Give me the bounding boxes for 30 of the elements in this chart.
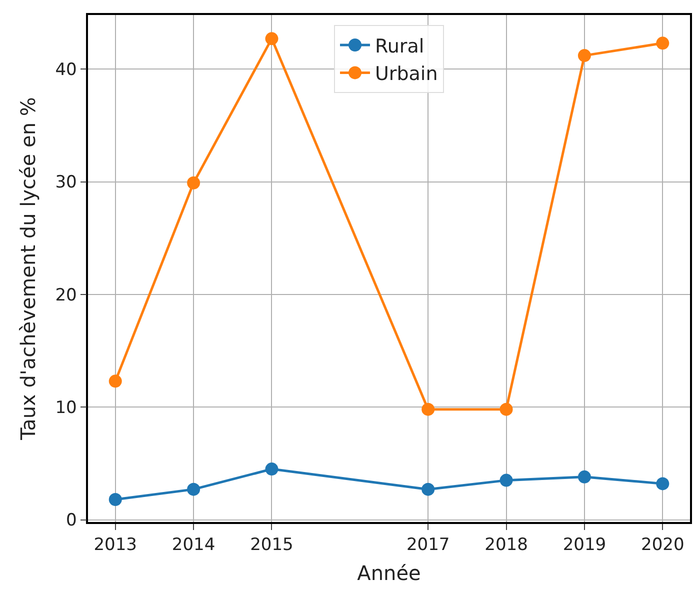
y-tick-label: 0 (66, 510, 77, 531)
x-tick-label: 2017 (406, 535, 450, 556)
point (656, 36, 670, 50)
point (578, 470, 591, 484)
x-tick-label: 2020 (641, 535, 684, 556)
point (422, 482, 435, 496)
point (187, 482, 200, 496)
y-tick-label: 20 (55, 285, 77, 306)
point (422, 402, 435, 416)
point (187, 176, 200, 190)
point (108, 492, 122, 506)
point (578, 49, 591, 62)
y-tick-label: 10 (55, 398, 77, 418)
x-axis-title: Année (357, 561, 421, 586)
x-tick-label: 2018 (484, 535, 528, 556)
x-tick-label: 2015 (250, 535, 294, 556)
point (500, 402, 513, 416)
legend-label: Rural (375, 35, 424, 58)
x-tick-label: 2013 (94, 535, 137, 556)
point (656, 477, 670, 490)
point (265, 32, 278, 46)
x-tick-label: 2014 (172, 535, 216, 556)
x-tick-label: 2019 (562, 535, 606, 556)
point (265, 462, 278, 476)
legend-label: Urbain (375, 63, 438, 86)
y-tick-label: 30 (55, 172, 77, 193)
y-axis-title: Taux d'achèvement du lycée en % (16, 97, 40, 441)
point (108, 374, 122, 388)
point (500, 474, 513, 487)
y-tick-label: 40 (55, 60, 77, 80)
